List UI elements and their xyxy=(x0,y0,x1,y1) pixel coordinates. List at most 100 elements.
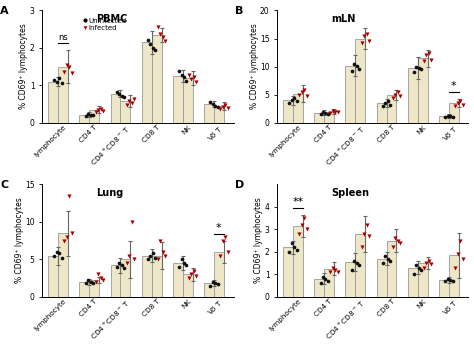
Point xyxy=(209,279,217,285)
Point xyxy=(58,255,66,261)
Point xyxy=(89,112,97,118)
Bar xyxy=(79,114,89,123)
Bar xyxy=(173,76,183,123)
Point xyxy=(327,110,334,116)
Point xyxy=(68,230,76,236)
Point xyxy=(65,193,73,198)
Text: **: ** xyxy=(292,197,304,207)
Bar xyxy=(48,256,58,297)
Bar xyxy=(214,252,224,297)
Point xyxy=(89,280,97,285)
Bar xyxy=(324,269,334,297)
Point xyxy=(459,256,466,261)
Point xyxy=(379,260,387,266)
Point xyxy=(358,40,365,46)
Point xyxy=(420,265,428,270)
Point xyxy=(206,100,214,105)
Point xyxy=(324,111,332,117)
Point xyxy=(389,95,397,100)
Bar xyxy=(293,226,303,297)
Bar xyxy=(449,103,459,123)
Bar xyxy=(204,283,214,297)
Point xyxy=(293,99,301,104)
Point xyxy=(384,99,392,104)
Text: Lung: Lung xyxy=(96,188,123,198)
Point xyxy=(87,279,94,285)
Point xyxy=(363,31,370,37)
Point xyxy=(394,90,401,95)
Point xyxy=(58,81,66,86)
Point xyxy=(68,71,76,76)
Bar xyxy=(314,113,324,123)
Point xyxy=(190,74,198,80)
Point xyxy=(319,274,327,279)
Point xyxy=(144,256,152,262)
Point xyxy=(128,219,136,225)
Point xyxy=(441,278,449,284)
Point xyxy=(423,260,430,266)
Bar xyxy=(408,68,418,123)
Text: B: B xyxy=(235,6,244,16)
Text: Spleen: Spleen xyxy=(331,188,369,198)
Point xyxy=(303,93,310,98)
Bar xyxy=(58,233,68,297)
Point xyxy=(301,215,308,221)
Bar xyxy=(142,42,152,123)
Point xyxy=(449,114,456,119)
Point xyxy=(386,258,394,264)
Bar xyxy=(214,106,224,123)
Point xyxy=(185,275,193,281)
Bar xyxy=(183,274,193,297)
Point xyxy=(348,68,356,74)
Point xyxy=(209,101,217,107)
Point xyxy=(332,109,339,114)
Point xyxy=(180,74,188,80)
Point xyxy=(130,96,138,102)
Point xyxy=(219,238,227,243)
Point xyxy=(423,53,430,58)
Text: ns: ns xyxy=(58,33,68,42)
Point xyxy=(285,249,293,255)
Point xyxy=(175,264,183,270)
Point xyxy=(285,100,293,106)
Point xyxy=(301,87,308,93)
Point xyxy=(334,269,342,275)
Point xyxy=(329,265,337,270)
Point xyxy=(162,253,169,259)
Point xyxy=(206,283,214,288)
Bar xyxy=(449,255,459,297)
Point xyxy=(84,278,92,283)
Point xyxy=(418,267,425,272)
Point xyxy=(410,70,418,75)
Point xyxy=(97,106,104,111)
Point xyxy=(149,251,156,256)
Point xyxy=(146,41,154,47)
Point xyxy=(149,45,156,51)
Y-axis label: % CD69⁺ lymphocytes: % CD69⁺ lymphocytes xyxy=(255,198,263,284)
Point xyxy=(334,109,342,115)
Point xyxy=(360,33,368,39)
Point xyxy=(425,258,433,264)
Point xyxy=(82,113,90,119)
Bar xyxy=(418,263,428,297)
Point xyxy=(156,238,164,243)
Point xyxy=(322,276,329,282)
Point xyxy=(360,231,368,237)
Bar xyxy=(58,66,68,123)
Y-axis label: % CD69⁺ lymphocytes: % CD69⁺ lymphocytes xyxy=(249,24,258,110)
Point xyxy=(51,77,58,82)
Y-axis label: % CD69⁺ lymphocytes: % CD69⁺ lymphocytes xyxy=(15,198,24,284)
Bar xyxy=(120,101,130,123)
Point xyxy=(420,58,428,64)
Point xyxy=(329,108,337,114)
Point xyxy=(319,109,327,115)
Point xyxy=(221,234,229,240)
Point xyxy=(63,234,71,240)
Bar xyxy=(386,95,396,123)
Point xyxy=(118,93,126,98)
Point xyxy=(293,247,301,252)
Point xyxy=(298,222,306,228)
Text: C: C xyxy=(0,180,9,190)
Point xyxy=(447,113,454,118)
Bar xyxy=(376,103,386,123)
